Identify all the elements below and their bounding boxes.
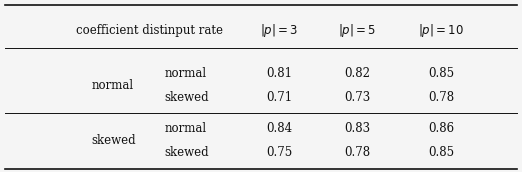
Text: 0.86: 0.86: [428, 122, 454, 135]
Text: normal: normal: [164, 67, 207, 80]
Text: $|p| = 5$: $|p| = 5$: [338, 23, 377, 39]
Text: 0.75: 0.75: [266, 146, 292, 159]
Text: normal: normal: [91, 79, 134, 92]
Text: $|p| = 10$: $|p| = 10$: [418, 23, 464, 39]
Text: 0.82: 0.82: [345, 67, 371, 80]
Text: 0.78: 0.78: [428, 91, 454, 104]
Text: input rate: input rate: [164, 24, 223, 37]
Text: $|p| = 3$: $|p| = 3$: [260, 23, 299, 39]
Text: skewed: skewed: [164, 91, 209, 104]
Text: skewed: skewed: [164, 146, 209, 159]
Text: skewed: skewed: [91, 134, 136, 147]
Text: 0.83: 0.83: [345, 122, 371, 135]
Text: 0.81: 0.81: [266, 67, 292, 80]
Text: 0.78: 0.78: [345, 146, 371, 159]
Text: 0.84: 0.84: [266, 122, 292, 135]
Text: normal: normal: [164, 122, 207, 135]
Text: 0.85: 0.85: [428, 146, 454, 159]
Text: 0.71: 0.71: [266, 91, 292, 104]
Text: 0.73: 0.73: [345, 91, 371, 104]
Text: 0.85: 0.85: [428, 67, 454, 80]
Text: coefficient dist.: coefficient dist.: [76, 24, 168, 37]
